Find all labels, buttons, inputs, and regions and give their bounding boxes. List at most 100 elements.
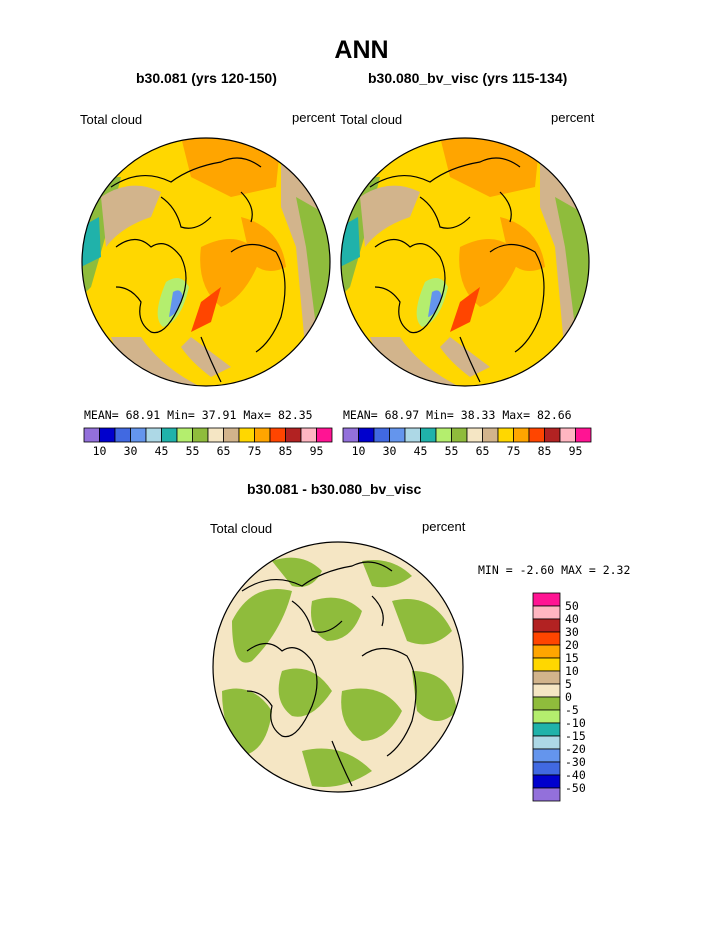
panel1-colorbar-swatch <box>83 427 100 443</box>
panel1-colorbar-swatch <box>316 427 333 443</box>
panel1-variable-label: Total cloud <box>80 112 143 127</box>
diff-max-value: 2.32 <box>602 563 631 577</box>
diff-colorbar-ticks: 50 40 30 20 15 10 5 0 -5 -10 -15 -20 -30 -40 -50 <box>565 593 625 801</box>
panel1-colorbar-swatch <box>285 427 302 443</box>
diff-units-label: percent <box>422 519 466 534</box>
panel1-colorbar-swatch <box>161 427 178 443</box>
panel2-colorbar-tick-label: 45 <box>413 444 428 458</box>
panel2-colorbar-swatch <box>466 427 483 443</box>
diff-colorbar-tick-label: 30 <box>565 625 579 639</box>
panel1-colorbar-tick-label: 85 <box>278 444 293 458</box>
diff-colorbar-tick-label: 20 <box>565 638 579 652</box>
diff-colorbar-swatch <box>532 709 561 724</box>
panel1-colorbar-swatch <box>254 427 271 443</box>
panel2-polar-map <box>340 137 590 387</box>
panel2-mean-label: MEAN= <box>343 408 378 422</box>
diff-colorbar-swatch <box>532 592 561 607</box>
panel2-mean-value: 68.97 <box>384 408 420 422</box>
diff-colorbar-tick-label: -40 <box>565 768 586 782</box>
panel2-colorbar-swatch <box>420 427 437 443</box>
panel1-colorbar-swatch <box>114 427 131 443</box>
diff-polar-map <box>212 541 464 793</box>
panel1-colorbar-swatch <box>269 427 286 443</box>
diff-colorbar-tick-label: 0 <box>565 690 572 704</box>
diff-colorbar-tick-label: 50 <box>565 599 579 613</box>
panel2-colorbar-tick-label: 75 <box>506 444 521 458</box>
panel1-colorbar-tick-label: 65 <box>216 444 231 458</box>
diff-colorbar-tick-label: 40 <box>565 612 579 626</box>
panel2-colorbar-swatch <box>497 427 514 443</box>
panel2-colorbar-swatch <box>482 427 499 443</box>
panel1-colorbar-tick-label: 95 <box>309 444 324 458</box>
panel2-min-label: Min= <box>426 408 454 422</box>
panel1-colorbar-swatch <box>207 427 224 443</box>
diff-stats: MIN = -2.60 MAX = 2.32 <box>478 563 630 577</box>
panel2-colorbar-swatch <box>358 427 375 443</box>
diff-colorbar-tick-label: -30 <box>565 755 586 769</box>
panel1-mean-label: MEAN= <box>84 408 119 422</box>
panel2-colorbar-swatch <box>404 427 421 443</box>
panel2-variable-label: Total cloud <box>340 112 403 127</box>
panel1-stats: MEAN= 68.91 Min= 37.91 Max= 82.35 <box>84 408 313 422</box>
diff-colorbar-swatch <box>532 631 561 646</box>
diff-colorbar-swatch <box>532 605 561 620</box>
diff-colorbar-swatch <box>532 683 561 698</box>
panel1-colorbar-tick-label: 55 <box>185 444 200 458</box>
diff-colorbar-swatch <box>532 696 561 711</box>
panel2-colorbar-swatch <box>513 427 530 443</box>
panel2-colorbar-tick-label: 55 <box>444 444 459 458</box>
diff-colorbar-tick-label: -15 <box>565 729 586 743</box>
diff-variable-label: Total cloud <box>210 521 273 536</box>
diff-colorbar-swatch <box>532 657 561 672</box>
panel2-colorbar-swatch <box>575 427 592 443</box>
panel2-units-label: percent <box>551 110 595 125</box>
panel1-max-value: 82.35 <box>277 408 313 422</box>
panel2-colorbar-tick-label: 95 <box>568 444 583 458</box>
panel2-colorbar-swatch <box>451 427 468 443</box>
panel2-colorbar-swatch <box>435 427 452 443</box>
diff-colorbar <box>532 592 561 802</box>
panel1-colorbar-tick-label: 75 <box>247 444 262 458</box>
diff-colorbar-tick-label: -5 <box>565 703 579 717</box>
panel1-max-label: Max= <box>243 408 272 422</box>
diff-colorbar-swatch <box>532 644 561 659</box>
panel1-colorbar-swatch <box>130 427 147 443</box>
panel1-polar-map <box>81 137 331 387</box>
diff-colorbar-tick-label: 5 <box>565 677 572 691</box>
panel2-colorbar-swatch <box>528 427 545 443</box>
panel1-colorbar <box>83 427 333 443</box>
diff-colorbar-swatch <box>532 748 561 763</box>
diff-colorbar-swatch <box>532 735 561 750</box>
panel2-colorbar-swatch <box>544 427 561 443</box>
panel2-colorbar <box>342 427 592 443</box>
panel1-case-title: b30.081 (yrs 120-150) <box>136 70 277 86</box>
panel1-min-label: Min= <box>167 408 195 422</box>
panel1-colorbar-swatch <box>238 427 255 443</box>
diff-title: b30.081 - b30.080_bv_visc <box>247 481 422 497</box>
panel1-colorbar-tick-label: 45 <box>154 444 169 458</box>
panel1-colorbar-swatch <box>99 427 116 443</box>
panel1-min-value: 37.91 <box>201 408 237 422</box>
diff-colorbar-swatch <box>532 722 561 737</box>
diff-colorbar-tick-label: -50 <box>565 781 586 795</box>
diff-colorbar-swatch <box>532 670 561 685</box>
panel2-min-value: 38.33 <box>460 408 496 422</box>
panel2-colorbar-swatch <box>373 427 390 443</box>
panel1-colorbar-ticks: 10 30 45 55 65 75 85 95 <box>84 444 332 460</box>
diff-min-value: -2.60 <box>519 563 555 577</box>
panel2-stats: MEAN= 68.97 Min= 38.33 Max= 82.66 <box>343 408 572 422</box>
panel2-colorbar-swatch <box>342 427 359 443</box>
panel2-colorbar-tick-label: 30 <box>382 444 397 458</box>
diff-colorbar-swatch <box>532 761 561 776</box>
panel1-colorbar-tick-label: 30 <box>123 444 138 458</box>
figure-title: ANN <box>334 36 389 64</box>
diff-min-label: MIN = <box>478 563 513 577</box>
diff-colorbar-swatch <box>532 774 561 789</box>
panel1-colorbar-swatch <box>145 427 162 443</box>
panel1-colorbar-swatch <box>192 427 209 443</box>
panel2-colorbar-swatch <box>559 427 576 443</box>
diff-max-label: MAX = <box>561 563 596 577</box>
panel2-colorbar-tick-label: 10 <box>351 444 366 458</box>
diff-colorbar-tick-label: 15 <box>565 651 579 665</box>
diff-colorbar-tick-label: -10 <box>565 716 586 730</box>
